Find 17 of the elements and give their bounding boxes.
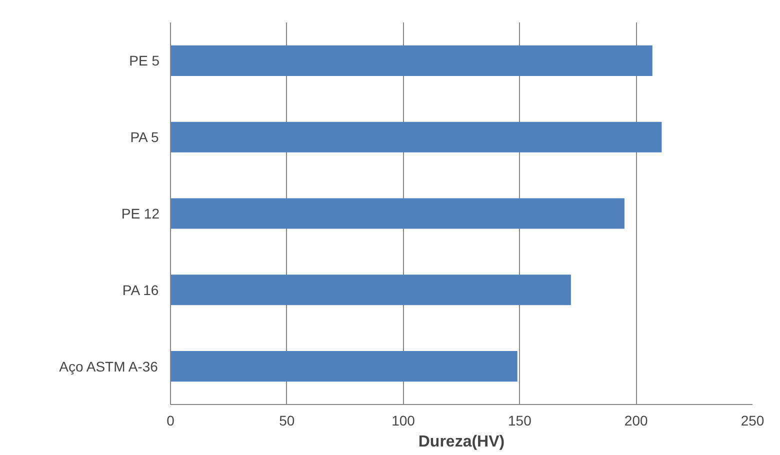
x-tick-label: 150 bbox=[508, 412, 532, 428]
y-tick-label: PA 5 bbox=[130, 129, 159, 146]
bar bbox=[170, 45, 652, 76]
y-tick-label: PE 5 bbox=[129, 52, 160, 69]
y-tick-label: Aço ASTM A-36 bbox=[59, 358, 158, 374]
bar bbox=[170, 122, 662, 152]
x-tick-label: 100 bbox=[392, 412, 416, 428]
x-tick-label: 50 bbox=[279, 412, 295, 428]
y-tick-label: PA 16 bbox=[122, 282, 159, 298]
bar bbox=[170, 198, 624, 229]
x-axis-title: Dureza(HV) bbox=[418, 434, 505, 450]
y-tick-label: PE 12 bbox=[121, 206, 160, 222]
x-tick-label: 250 bbox=[740, 412, 764, 428]
x-tick-label: 200 bbox=[624, 412, 648, 428]
x-tick-label: 0 bbox=[166, 412, 175, 428]
bar bbox=[170, 351, 518, 382]
bar bbox=[170, 274, 571, 306]
